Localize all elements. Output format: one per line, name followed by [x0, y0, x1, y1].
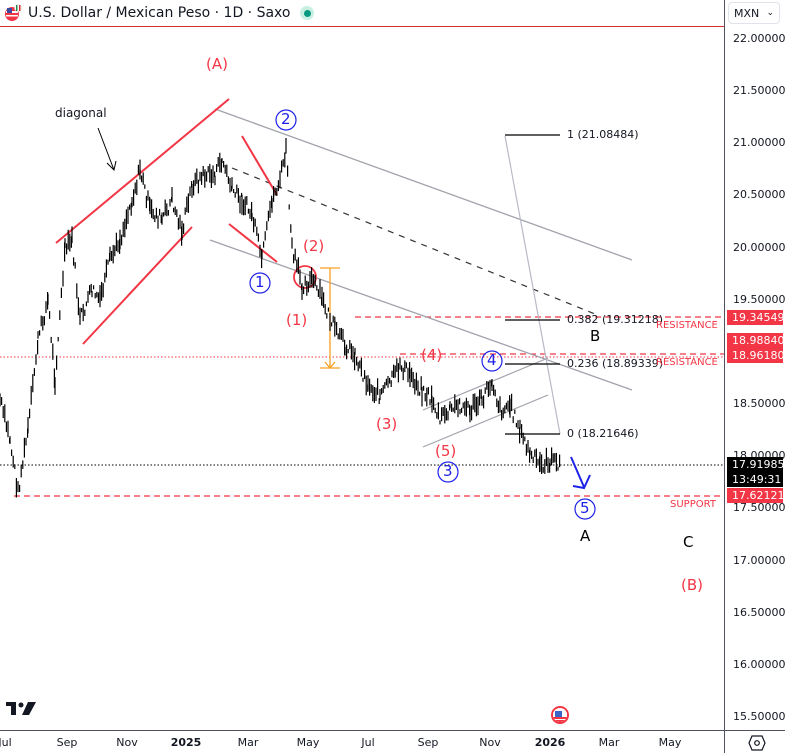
wave-4-circle-label: 4 — [487, 351, 497, 369]
chart-header: U.S. Dollar / Mexican Peso · 1D · Saxo — [0, 0, 724, 27]
wave-1-paren-label: (1) — [286, 311, 308, 329]
time-tick: 2025 — [170, 736, 202, 749]
chart-settings-button[interactable] — [748, 735, 766, 751]
price-tick: 22.00000 — [733, 32, 785, 45]
price-tick: 20.00000 — [733, 240, 785, 254]
time-axis-border — [0, 730, 785, 731]
fib-0236-label: 0.236 (18.89339) — [567, 357, 664, 370]
wave-5-circle — [574, 498, 596, 520]
time-tick: Nov — [479, 736, 501, 749]
wave-B-label: B — [590, 327, 601, 345]
wave-2-circle-label: 2 — [281, 110, 291, 128]
wave-5-circle-label: 5 — [580, 499, 590, 517]
down-arrow-icon — [570, 456, 585, 488]
resistance-label-2: RESISTANCE — [656, 357, 718, 368]
resistance-price-tag-1: 19.34549 — [727, 310, 785, 325]
diagonal-upper-line — [55, 98, 230, 244]
wave-5-paren-label: (5) — [435, 442, 457, 460]
wave-3-circle — [437, 461, 459, 483]
time-tick: Mar — [598, 736, 620, 749]
time-tick: Nov — [116, 736, 138, 749]
time-tick: Sep — [417, 736, 439, 749]
price-tick: 15.50000 — [733, 709, 785, 723]
support-label: SUPPORT — [670, 499, 716, 510]
wave-b-upper-line — [241, 135, 278, 196]
wave4-channel-lower — [422, 394, 549, 448]
symbol-title[interactable]: U.S. Dollar / Mexican Peso · 1D · Saxo — [28, 5, 291, 21]
chevron-down-icon: ⌄ — [766, 8, 774, 18]
price-tick: 21.00000 — [733, 136, 785, 150]
price-tick: 18.50000 — [733, 397, 785, 411]
fib-0382-label: 0.382 (19.31218) — [567, 313, 664, 326]
price-tick: 20.50000 — [733, 188, 785, 202]
market-open-status-icon — [300, 6, 315, 20]
level-price-tag: 18.98840 — [727, 333, 785, 348]
fib-0-label: 0 (18.21646) — [567, 427, 639, 440]
wave-A-label: A — [580, 527, 591, 545]
wave-4-paren-label: (4) — [421, 346, 443, 364]
last-price-tag: 17.91985 — [727, 457, 785, 472]
channel-lower-line — [209, 239, 633, 391]
wave-2-paren-label: (2) — [303, 237, 325, 255]
time-tick: Sep — [56, 736, 78, 749]
channel-upper-line — [214, 108, 633, 261]
time-tick: May — [296, 736, 320, 749]
us-economic-event-icon[interactable] — [551, 706, 569, 724]
wave-2-circle — [275, 109, 297, 131]
hexagon-gear-icon — [748, 735, 766, 751]
currency-select[interactable]: MXN ⌄ — [728, 2, 780, 24]
fib-1-label: 1 (21.08484) — [567, 128, 639, 141]
support-price-tag: 17.62121 — [727, 488, 785, 503]
resistance-label-1: RESISTANCE — [656, 320, 718, 331]
tradingview-logo-icon[interactable] — [6, 700, 38, 720]
time-tick: Jul — [361, 736, 375, 749]
wave-3-circle-label: 3 — [443, 462, 453, 480]
resistance-price-tag-2: 18.96180 — [727, 348, 785, 363]
wave-C-label: C — [683, 533, 694, 551]
time-tick: Mar — [237, 736, 259, 749]
price-tick: 17.00000 — [733, 553, 785, 567]
price-tick: 19.50000 — [733, 292, 785, 306]
time-tick: 2026 — [534, 736, 566, 749]
price-axis-border — [724, 0, 725, 753]
price-tick: 17.50000 — [733, 501, 785, 515]
wave-4-circle — [481, 350, 503, 372]
dashed-trend-line — [231, 167, 596, 315]
wave-A-paren-label: (A) — [206, 55, 228, 73]
wave-1-circle — [249, 272, 271, 294]
wave-2-highlight-circle — [293, 265, 317, 289]
time-tick: Jul — [0, 736, 12, 749]
diagonal-label: diagonal — [55, 106, 107, 120]
diagonal-lower-line — [82, 226, 193, 345]
price-tick: 16.50000 — [733, 605, 785, 619]
wave-B-paren-label: (B) — [681, 576, 703, 594]
time-tick: May — [658, 736, 682, 749]
wave-1-circle-label: 1 — [255, 273, 265, 291]
usd-mxn-flag-icon — [4, 4, 22, 22]
countdown-tag: 13:49:31 — [727, 472, 783, 487]
currency-value: MXN — [734, 6, 760, 20]
wave-3-paren-label: (3) — [376, 415, 398, 433]
price-chart[interactable] — [0, 27, 724, 730]
price-tick: 16.00000 — [733, 657, 785, 671]
fib-trend-line — [504, 135, 561, 435]
wave-b-lower-line — [228, 223, 278, 263]
wave4-channel-upper — [422, 357, 549, 411]
diagonal-arrow — [97, 127, 115, 171]
price-bars — [0, 138, 561, 498]
price-tick: 21.50000 — [733, 84, 785, 98]
